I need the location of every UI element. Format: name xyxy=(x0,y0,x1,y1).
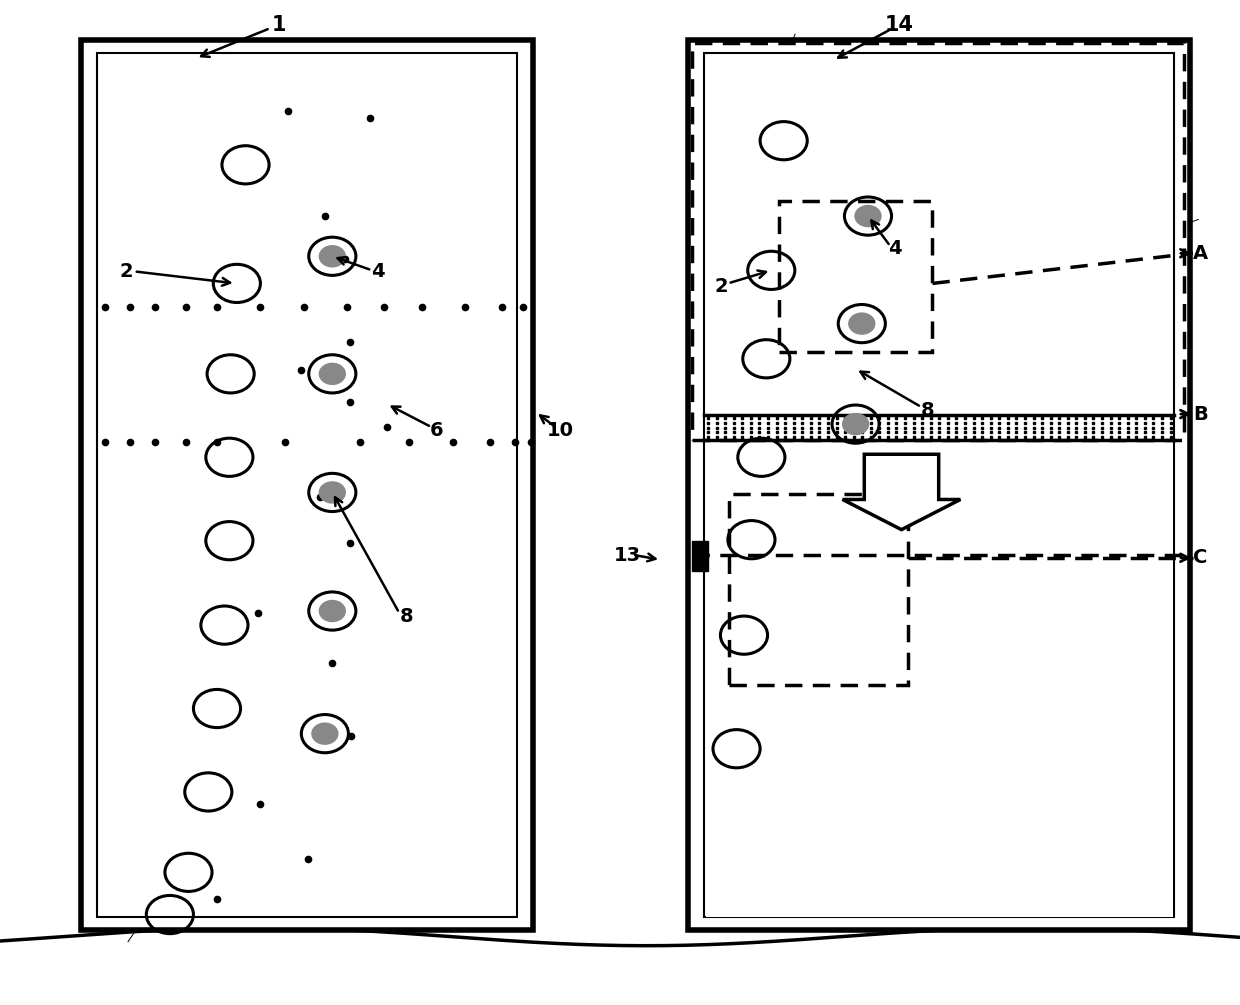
Bar xyxy=(692,43,1184,440)
Bar xyxy=(704,53,1174,917)
Bar xyxy=(706,440,1173,917)
Text: 8: 8 xyxy=(921,401,934,419)
Bar xyxy=(81,40,533,930)
Circle shape xyxy=(843,414,868,434)
Text: A: A xyxy=(1193,244,1208,262)
Circle shape xyxy=(312,724,337,744)
Bar xyxy=(688,40,1190,930)
Circle shape xyxy=(320,482,345,502)
Text: 4: 4 xyxy=(889,239,901,257)
Bar xyxy=(779,201,932,352)
Text: 13: 13 xyxy=(614,547,641,565)
Text: 4: 4 xyxy=(372,262,384,280)
Circle shape xyxy=(320,246,345,266)
Text: 6: 6 xyxy=(430,421,443,439)
Text: 10: 10 xyxy=(547,421,574,439)
Bar xyxy=(97,53,517,917)
Text: 8: 8 xyxy=(401,607,413,625)
Bar xyxy=(729,494,908,685)
Circle shape xyxy=(849,314,874,334)
FancyArrow shape xyxy=(843,454,960,530)
Text: C: C xyxy=(1193,549,1208,567)
Circle shape xyxy=(320,601,345,621)
Circle shape xyxy=(320,364,345,384)
Circle shape xyxy=(856,206,880,226)
Text: 14: 14 xyxy=(884,15,914,35)
Text: 1: 1 xyxy=(272,15,286,35)
Text: B: B xyxy=(1193,405,1208,423)
Text: 2: 2 xyxy=(120,262,133,280)
Bar xyxy=(692,541,708,571)
Text: 2: 2 xyxy=(715,277,728,295)
